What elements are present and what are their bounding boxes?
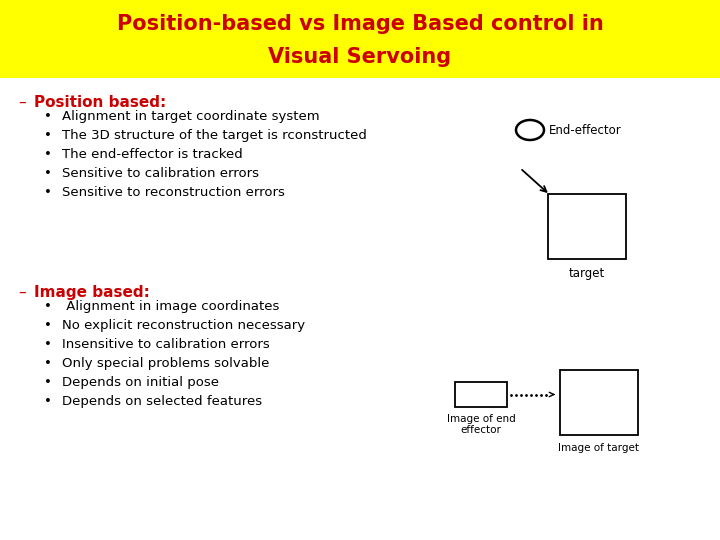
- Text: Sensitive to calibration errors: Sensitive to calibration errors: [62, 167, 259, 180]
- Text: •: •: [44, 110, 52, 123]
- Text: Only special problems solvable: Only special problems solvable: [62, 357, 269, 370]
- Bar: [0, 0, 720, 78]
- Text: •: •: [44, 129, 52, 142]
- Text: •: •: [44, 338, 52, 351]
- Text: No explicit reconstruction necessary: No explicit reconstruction necessary: [62, 319, 305, 332]
- Bar: [560, 370, 638, 435]
- Text: Position based:: Position based:: [34, 95, 166, 110]
- Text: The end-effector is tracked: The end-effector is tracked: [62, 148, 243, 161]
- Text: Insensitive to calibration errors: Insensitive to calibration errors: [62, 338, 270, 351]
- Text: Image of end: Image of end: [446, 414, 516, 424]
- Text: •: •: [44, 395, 52, 408]
- Text: •: •: [44, 376, 52, 389]
- Text: •: •: [44, 148, 52, 161]
- Text: •: •: [44, 300, 52, 313]
- Text: Depends on initial pose: Depends on initial pose: [62, 376, 219, 389]
- Text: •: •: [44, 167, 52, 180]
- Text: •: •: [44, 186, 52, 199]
- Text: End-effector: End-effector: [549, 124, 622, 137]
- Text: effector: effector: [461, 425, 501, 435]
- Bar: [455, 382, 507, 407]
- Text: Image based:: Image based:: [34, 285, 150, 300]
- Text: Alignment in target coordinate system: Alignment in target coordinate system: [62, 110, 320, 123]
- Text: target: target: [569, 267, 605, 280]
- Text: •: •: [44, 357, 52, 370]
- Text: •: •: [44, 319, 52, 332]
- Text: Position-based vs Image Based control in: Position-based vs Image Based control in: [117, 14, 603, 34]
- Text: Depends on selected features: Depends on selected features: [62, 395, 262, 408]
- Text: Visual Servoing: Visual Servoing: [269, 47, 451, 67]
- Bar: [548, 194, 626, 259]
- Text: Alignment in image coordinates: Alignment in image coordinates: [62, 300, 279, 313]
- Text: Image of target: Image of target: [559, 443, 639, 453]
- Text: –: –: [18, 285, 26, 300]
- Text: Sensitive to reconstruction errors: Sensitive to reconstruction errors: [62, 186, 285, 199]
- Text: –: –: [18, 95, 26, 110]
- Text: The 3D structure of the target is rconstructed: The 3D structure of the target is rconst…: [62, 129, 367, 142]
- Ellipse shape: [516, 120, 544, 140]
